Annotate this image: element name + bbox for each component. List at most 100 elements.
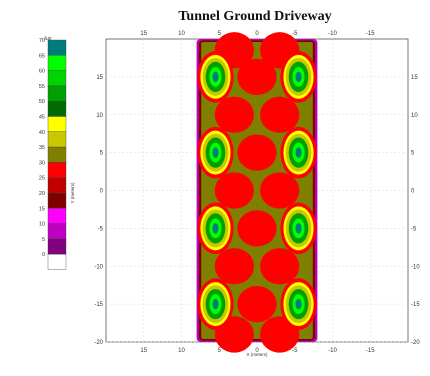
y-tick-label-right: -15 bbox=[411, 302, 420, 308]
legend-swatch-30 bbox=[47, 162, 67, 178]
legend-label: 55 bbox=[39, 84, 45, 90]
illuminance-field bbox=[196, 32, 318, 353]
legend-label: 0 bbox=[42, 252, 45, 258]
y-tick-label-left: 10 bbox=[96, 113, 103, 119]
ring-70-lux bbox=[295, 223, 302, 234]
x-tick-label-top: 15 bbox=[140, 31, 147, 37]
zone-30-lux bbox=[260, 172, 300, 209]
y-tick-label-right: -20 bbox=[411, 340, 420, 346]
x-tick-label-top: -5 bbox=[292, 31, 298, 37]
x-tick-label-top: 10 bbox=[178, 31, 185, 37]
x-tick-label-bottom: 15 bbox=[140, 348, 147, 354]
ring-70-lux bbox=[212, 298, 219, 310]
ring-70-lux bbox=[295, 298, 302, 310]
y-tick-label-left: -5 bbox=[98, 226, 104, 232]
ring-70-lux bbox=[212, 147, 219, 158]
legend-swatch-65 bbox=[47, 55, 67, 71]
ring-70-lux bbox=[212, 71, 219, 83]
y-axis-label: Y (meters) bbox=[70, 182, 75, 203]
legend-swatch-45 bbox=[47, 116, 67, 133]
legend-swatches bbox=[47, 39, 67, 270]
legend-swatch-0 bbox=[47, 253, 67, 270]
legend-label: 15 bbox=[39, 206, 45, 212]
ring-70-lux bbox=[295, 71, 302, 83]
y-tick-label-right: -5 bbox=[411, 226, 417, 232]
legend-label: 20 bbox=[39, 191, 45, 197]
luminaire-contour bbox=[197, 202, 234, 255]
ring-70-lux bbox=[212, 223, 219, 234]
chart-title: Tunnel Ground Driveway bbox=[178, 9, 331, 24]
x-tick-label-bottom: -5 bbox=[292, 348, 298, 354]
legend-label: 35 bbox=[39, 145, 45, 151]
legend-swatch-20 bbox=[47, 192, 67, 209]
x-tick-label-top: -15 bbox=[366, 31, 375, 37]
legend-swatch-15 bbox=[47, 208, 67, 224]
luminaire-contour bbox=[280, 126, 317, 179]
y-tick-label-left: -15 bbox=[94, 302, 103, 308]
ring-70-lux bbox=[295, 147, 302, 158]
x-tick-label-top: 0 bbox=[255, 31, 259, 37]
x-tick-label-bottom: 10 bbox=[178, 348, 185, 354]
luminaire-contour bbox=[280, 278, 317, 330]
luminaire-contour bbox=[280, 202, 317, 255]
legend-label: 30 bbox=[39, 160, 45, 166]
legend-label: 5 bbox=[42, 237, 45, 243]
luminaire-contour bbox=[197, 126, 234, 179]
y-tick-label-right: 5 bbox=[411, 151, 415, 157]
legend-label: 45 bbox=[39, 115, 45, 121]
legend-swatch-50 bbox=[47, 100, 67, 117]
legend-label: 70 bbox=[39, 38, 45, 44]
y-tick-label-left: -20 bbox=[94, 340, 103, 346]
x-ticks-top: 15 10 5 0 -5 -10 -15 bbox=[140, 31, 375, 37]
zone-30-lux bbox=[260, 96, 300, 133]
zone-30-lux bbox=[237, 285, 277, 323]
legend-label: 40 bbox=[39, 130, 45, 136]
legend-label: 65 bbox=[39, 53, 45, 59]
zone-30-lux bbox=[237, 210, 277, 247]
zone-30-lux bbox=[237, 58, 277, 96]
legend-swatch-5 bbox=[47, 238, 67, 255]
y-tick-label-left: 5 bbox=[100, 151, 104, 157]
legend-swatch-25 bbox=[47, 177, 67, 194]
x-ticks-bottom: 15 10 5 0 -5 -10 -15 bbox=[140, 348, 375, 354]
legend-label: 50 bbox=[39, 99, 45, 105]
y-tick-label-right: 15 bbox=[411, 75, 418, 81]
zone-30-lux bbox=[214, 248, 254, 285]
legend-swatch-55 bbox=[47, 85, 67, 102]
x-tick-label-top: -10 bbox=[328, 31, 337, 37]
legend-swatch-70 bbox=[47, 39, 67, 56]
y-tick-label-left: 0 bbox=[100, 189, 104, 195]
y-ticks-left: 15 10 5 0 -5 -10 -15 -20 bbox=[94, 75, 103, 346]
y-tick-label-right: -10 bbox=[411, 264, 420, 270]
luminaire-contour bbox=[197, 51, 234, 103]
luminaire-contour bbox=[280, 51, 317, 103]
legend-swatch-60 bbox=[47, 70, 67, 87]
legend-swatch-40 bbox=[47, 131, 67, 148]
zone-30-lux bbox=[214, 96, 254, 133]
luminaire-contour bbox=[197, 278, 234, 330]
y-tick-label-right: 10 bbox=[411, 113, 418, 119]
x-tick-label-top: 5 bbox=[218, 31, 222, 37]
y-ticks-right: 15 10 5 0 -5 -10 -15 -20 bbox=[411, 75, 420, 346]
legend-swatch-10 bbox=[47, 223, 67, 240]
legend-label: 25 bbox=[39, 176, 45, 182]
x-tick-label-bottom: 5 bbox=[218, 348, 222, 354]
zone-30-lux bbox=[237, 134, 277, 171]
y-tick-label-left: 15 bbox=[96, 75, 103, 81]
y-tick-label-right: 0 bbox=[411, 189, 415, 195]
zone-30-lux bbox=[260, 248, 300, 285]
x-tick-label-bottom: -10 bbox=[328, 348, 337, 354]
legend-swatch-35 bbox=[47, 146, 67, 163]
legend-unit: lux bbox=[44, 36, 51, 42]
plot-area: 15 10 5 0 -5 -10 -15 15 10 5 0 -5 -10 -15 15 10 5 0 -5 -1… bbox=[94, 31, 420, 354]
x-axis-label: X (meters) bbox=[246, 352, 268, 357]
y-tick-label-left: -10 bbox=[94, 264, 103, 270]
x-tick-label-bottom: 0 bbox=[255, 348, 259, 354]
legend-label: 60 bbox=[39, 69, 45, 75]
x-tick-label-bottom: -15 bbox=[366, 348, 375, 354]
zone-30-lux bbox=[214, 172, 254, 209]
